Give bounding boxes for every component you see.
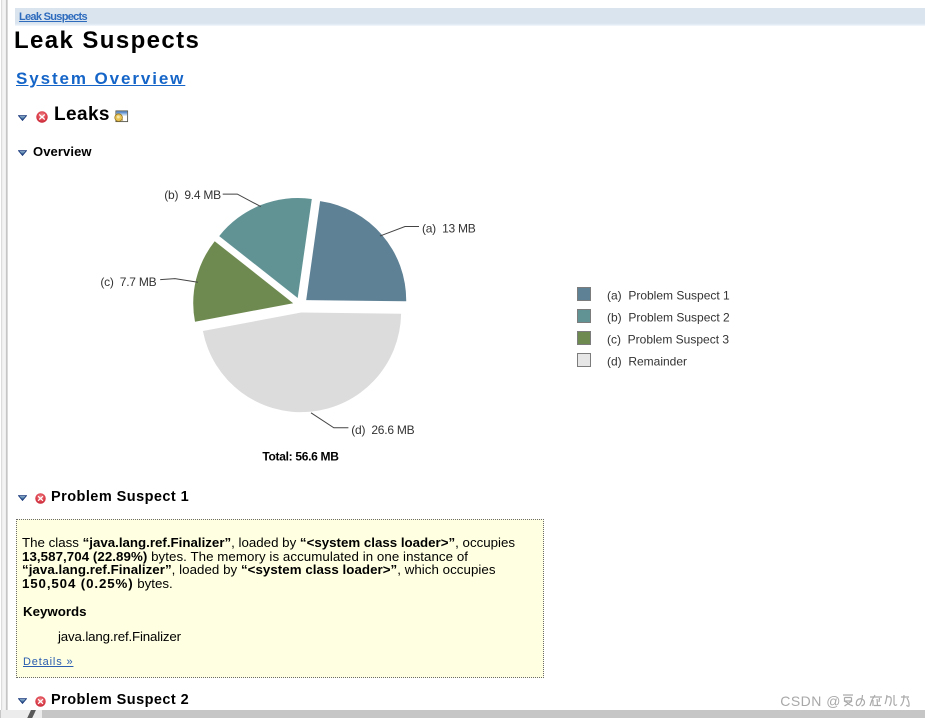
svg-text:(b) 9.4 MB: (b) 9.4 MB	[164, 188, 221, 202]
svg-text:(a) 13 MB: (a) 13 MB	[422, 222, 476, 236]
svg-text:(c) 7.7 MB: (c) 7.7 MB	[100, 275, 156, 289]
svg-text:(a) Problem Suspect 1: (a) Problem Suspect 1	[607, 289, 730, 303]
svg-text:(d) 26.6 MB: (d) 26.6 MB	[351, 423, 414, 437]
svg-text:Total: 56.6 MB: Total: 56.6 MB	[262, 449, 339, 463]
svg-text:(c) Problem Suspect 3: (c) Problem Suspect 3	[607, 333, 729, 347]
svg-text:(b) Problem Suspect 2: (b) Problem Suspect 2	[607, 311, 730, 325]
svg-text:(d) Remainder: (d) Remainder	[607, 355, 687, 369]
